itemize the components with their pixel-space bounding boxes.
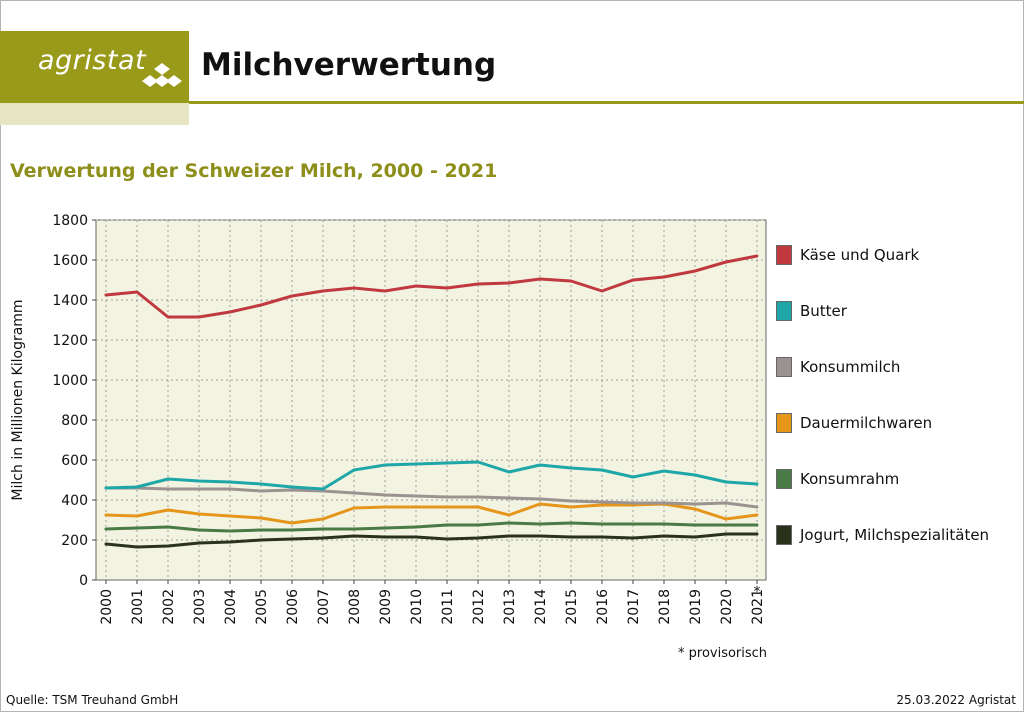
chart-title: Verwertung der Schweizer Milch, 2000 - 2… bbox=[10, 160, 498, 182]
series-line bbox=[104, 486, 759, 509]
legend-label: Käse und Quark bbox=[800, 246, 920, 264]
x-tick-label: 2018 bbox=[657, 589, 673, 625]
page-title: Milchverwertung bbox=[201, 47, 497, 83]
legend-label: Konsumrahm bbox=[800, 470, 900, 488]
legend-swatch bbox=[776, 469, 792, 489]
x-tick-label: 2006 bbox=[285, 589, 301, 625]
x-tick-label: 2007 bbox=[316, 589, 332, 625]
logo-diamond-icon bbox=[142, 63, 182, 87]
provisional-marker: * bbox=[754, 584, 761, 600]
x-tick-label: 2012 bbox=[471, 589, 487, 625]
source-credit: Quelle: TSM Treuhand GmbH bbox=[6, 693, 179, 707]
x-tick-label: 2005 bbox=[254, 589, 270, 625]
logo-text: agristat bbox=[38, 45, 147, 76]
y-tick-label: 1600 bbox=[52, 253, 88, 269]
x-tick-label: 2002 bbox=[161, 589, 177, 625]
y-tick-label: 1400 bbox=[52, 293, 88, 309]
x-tick-label: 2010 bbox=[409, 589, 425, 625]
legend-item: Konsumrahm bbox=[776, 469, 1016, 493]
legend-label: Jogurt, Milchspezialitäten bbox=[800, 526, 990, 544]
y-tick-label: 1200 bbox=[52, 333, 88, 349]
y-tick-label: 1000 bbox=[52, 373, 88, 389]
x-tick-label: 2017 bbox=[626, 589, 642, 625]
legend-swatch bbox=[776, 301, 792, 321]
legend-item: Butter bbox=[776, 301, 1016, 325]
x-tick-label: 2004 bbox=[223, 589, 239, 625]
series-line bbox=[104, 254, 759, 319]
x-tick-label: 2021 bbox=[750, 589, 766, 625]
x-tick-label: 2013 bbox=[502, 589, 518, 625]
x-tick-label: 2020 bbox=[719, 589, 735, 625]
logo-underbar bbox=[0, 103, 189, 125]
y-tick-label: 800 bbox=[61, 413, 88, 429]
legend-label: Butter bbox=[800, 302, 847, 320]
y-tick-label: 200 bbox=[61, 533, 88, 549]
footnote: * provisorisch bbox=[678, 646, 768, 661]
y-tick-label: 1800 bbox=[52, 213, 88, 229]
x-tick-label: 2015 bbox=[564, 589, 580, 625]
x-tick-label: 2000 bbox=[99, 589, 115, 625]
x-tick-label: 2003 bbox=[192, 589, 208, 625]
legend-swatch bbox=[776, 525, 792, 545]
x-tick-label: 2014 bbox=[533, 589, 549, 625]
legend-swatch bbox=[776, 357, 792, 377]
x-tick-label: 2008 bbox=[347, 589, 363, 625]
legend-item: Käse und Quark bbox=[776, 245, 1016, 269]
x-tick-label: 2011 bbox=[440, 589, 456, 625]
legend-item: Jogurt, Milchspezialitäten bbox=[776, 525, 1016, 549]
legend-swatch bbox=[776, 413, 792, 433]
legend-label: Dauermilchwaren bbox=[800, 414, 933, 432]
date-credit: 25.03.2022 Agristat bbox=[896, 693, 1016, 707]
legend-swatch bbox=[776, 245, 792, 265]
legend-label: Konsummilch bbox=[800, 358, 901, 376]
y-tick-label: 400 bbox=[61, 493, 88, 509]
series-line bbox=[104, 460, 759, 491]
series-line bbox=[104, 532, 759, 549]
series-line bbox=[104, 521, 759, 533]
x-tick-label: 2001 bbox=[130, 589, 146, 625]
y-tick-label: 600 bbox=[61, 453, 88, 469]
x-tick-label: 2009 bbox=[378, 589, 394, 625]
header-rule bbox=[189, 101, 1024, 104]
legend-item: Dauermilchwaren bbox=[776, 413, 1016, 437]
x-tick-label: 2016 bbox=[595, 589, 611, 625]
y-axis-label: Milch in Millionen Kilogramm bbox=[10, 299, 26, 500]
legend-item: Konsummilch bbox=[776, 357, 1016, 381]
x-tick-label: 2019 bbox=[688, 589, 704, 625]
y-tick-label: 0 bbox=[79, 573, 88, 589]
